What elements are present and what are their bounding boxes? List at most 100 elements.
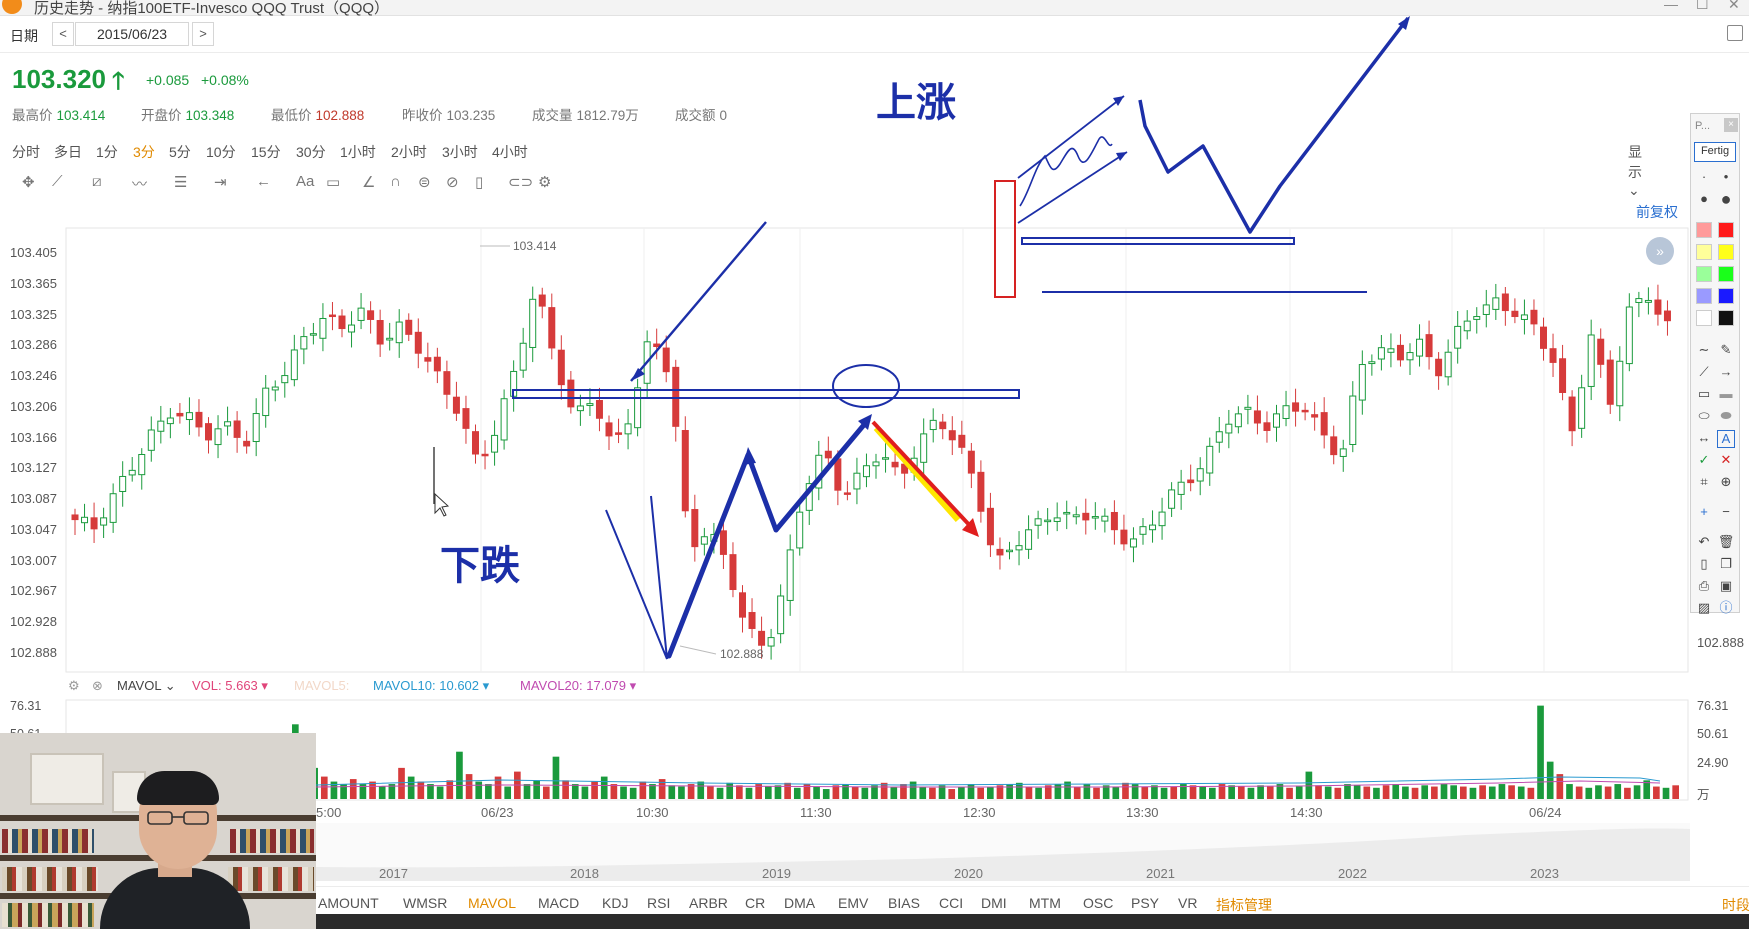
lock-icon[interactable]: ⊜ xyxy=(418,174,431,191)
wave-icon[interactable]: 〰 xyxy=(132,176,148,193)
tab-psy[interactable]: PSY xyxy=(1131,895,1160,911)
tab-indicator-manage[interactable]: 指标管理 xyxy=(1216,897,1272,913)
candlestick-chart[interactable]: 103.414 102.888 xyxy=(0,200,1690,680)
adjust-label[interactable]: 前复权 xyxy=(1636,204,1678,220)
check-icon[interactable]: ✓ xyxy=(1698,452,1710,467)
undo-icon[interactable]: ↶ xyxy=(1698,534,1710,549)
tab-amount[interactable]: AMOUNT xyxy=(318,895,379,911)
medium-dot-icon[interactable]: • xyxy=(1723,169,1729,184)
arrow-icon[interactable]: ← xyxy=(256,173,271,190)
color-swatch[interactable] xyxy=(1696,222,1712,238)
tab-mavol[interactable]: MAVOL xyxy=(468,895,516,911)
ellipse-icon[interactable]: ⬭ xyxy=(1698,408,1710,423)
palette-done-button[interactable]: Fertig xyxy=(1694,142,1736,162)
palette-close-icon[interactable]: × xyxy=(1724,118,1738,132)
filled-ellipse-icon[interactable]: ⬬ xyxy=(1720,408,1732,423)
tab-bias[interactable]: BIAS xyxy=(888,895,920,911)
period-tab[interactable]: 30分 xyxy=(296,144,326,160)
hide-icon[interactable]: ⊘ xyxy=(446,174,459,191)
fib-icon[interactable]: ☰ xyxy=(174,174,188,191)
freehand-icon[interactable]: ∼ xyxy=(1698,342,1710,357)
magnet-icon[interactable]: ∩ xyxy=(390,173,401,190)
period-tab-active[interactable]: 3分 xyxy=(133,144,155,160)
draw-arrow-icon[interactable]: → xyxy=(1719,364,1733,379)
time-period-label[interactable]: 时段 xyxy=(1722,897,1749,913)
indicator-name[interactable]: MAVOL ⌄ xyxy=(117,678,176,693)
move-icon[interactable]: ✥ xyxy=(22,174,35,191)
tab-wmsr[interactable]: WMSR xyxy=(403,895,448,911)
tab-vr[interactable]: VR xyxy=(1178,895,1198,911)
delete-icon[interactable]: 🗑 xyxy=(1717,534,1735,549)
color-swatch[interactable] xyxy=(1718,288,1734,304)
double-arrow-icon[interactable]: ↔ xyxy=(1697,430,1711,445)
period-tab[interactable]: 1分 xyxy=(96,144,118,160)
display-button[interactable]: 显示 ⌄ xyxy=(1628,144,1642,198)
indicator-settings-icon[interactable]: ⚙ xyxy=(68,678,80,693)
color-swatch[interactable] xyxy=(1696,288,1712,304)
copy-icon[interactable]: ❐ xyxy=(1720,556,1732,571)
period-tab[interactable]: 15分 xyxy=(251,144,281,160)
maximize-icon[interactable]: ☐ xyxy=(1696,0,1709,12)
print-icon[interactable]: ⎙ xyxy=(1698,578,1710,593)
info-icon[interactable]: ⓘ xyxy=(1719,600,1733,615)
settings-icon[interactable]: ⚙ xyxy=(538,174,552,191)
cross-icon[interactable]: ✕ xyxy=(1720,452,1732,467)
period-tab[interactable]: 4小时 xyxy=(492,144,528,160)
filled-rect-icon[interactable]: ▬ xyxy=(1719,386,1733,401)
close-icon[interactable]: ✕ xyxy=(1728,0,1740,12)
minimize-icon[interactable]: — xyxy=(1664,0,1678,12)
date-input[interactable]: 2015/06/23 xyxy=(75,22,189,46)
image-icon[interactable]: ▨ xyxy=(1697,600,1711,615)
period-tab[interactable]: 2小时 xyxy=(391,144,427,160)
color-swatch[interactable] xyxy=(1718,244,1734,260)
period-tab[interactable]: 多日 xyxy=(54,144,82,160)
xlarge-dot-icon[interactable]: ● xyxy=(1720,189,1732,209)
tab-arbr[interactable]: ARBR xyxy=(689,895,728,911)
line-icon[interactable]: ⟋ xyxy=(52,173,63,190)
minus-icon[interactable]: − xyxy=(1722,504,1730,519)
prev-date-button[interactable]: < xyxy=(52,22,74,46)
color-swatch[interactable] xyxy=(1718,310,1734,326)
tab-macd[interactable]: MACD xyxy=(538,895,580,911)
color-swatch[interactable] xyxy=(1718,266,1734,282)
channel-icon[interactable]: ⧄ xyxy=(92,173,102,190)
tab-cr[interactable]: CR xyxy=(745,895,766,911)
plus-icon[interactable]: + xyxy=(1700,504,1708,519)
period-tab[interactable]: 1小时 xyxy=(340,144,376,160)
ruler-icon[interactable]: ∠ xyxy=(362,174,376,191)
tab-dmi[interactable]: DMI xyxy=(981,895,1007,911)
link-icon[interactable]: ⊂⊃ xyxy=(508,174,534,191)
tab-rsi[interactable]: RSI xyxy=(647,895,671,911)
period-tab[interactable]: 分时 xyxy=(12,144,40,160)
tab-emv[interactable]: EMV xyxy=(838,895,869,911)
highlighter-icon[interactable]: ✎ xyxy=(1720,342,1732,357)
small-dot-icon[interactable]: · xyxy=(1701,169,1707,184)
rect-icon[interactable]: ▭ xyxy=(1697,386,1711,401)
period-tab[interactable]: 3小时 xyxy=(442,144,478,160)
comment-icon[interactable]: ▭ xyxy=(326,174,341,191)
range-navigator[interactable] xyxy=(316,823,1690,881)
measure-icon[interactable]: ⇥ xyxy=(214,174,227,191)
text-tool-icon[interactable]: A xyxy=(1717,430,1735,448)
tab-cci[interactable]: CCI xyxy=(939,895,964,911)
trash-icon[interactable]: ▯ xyxy=(475,174,484,191)
zoom-icon[interactable]: ⊕ xyxy=(1720,474,1732,489)
draw-line-icon[interactable]: ⟋ xyxy=(1699,364,1709,379)
period-tab[interactable]: 5分 xyxy=(169,144,191,160)
crop-icon[interactable]: ⌗ xyxy=(1700,474,1708,489)
layout-icon[interactable] xyxy=(1727,25,1743,41)
tab-dma[interactable]: DMA xyxy=(784,895,816,911)
text-icon[interactable]: Aa xyxy=(296,173,315,190)
tab-mtm[interactable]: MTM xyxy=(1029,895,1061,911)
tab-osc[interactable]: OSC xyxy=(1083,895,1114,911)
color-swatch[interactable] xyxy=(1696,266,1712,282)
indicator-close-icon[interactable]: ⊗ xyxy=(92,678,103,693)
large-dot-icon[interactable]: ● xyxy=(1700,191,1708,206)
new-page-icon[interactable]: ▯ xyxy=(1700,556,1708,571)
collapse-panel-icon[interactable]: » xyxy=(1646,237,1674,265)
color-swatch[interactable] xyxy=(1718,222,1734,238)
save-icon[interactable]: ▣ xyxy=(1719,578,1733,593)
tab-kdj[interactable]: KDJ xyxy=(602,895,629,911)
next-date-button[interactable]: > xyxy=(192,22,214,46)
color-swatch[interactable] xyxy=(1696,310,1712,326)
